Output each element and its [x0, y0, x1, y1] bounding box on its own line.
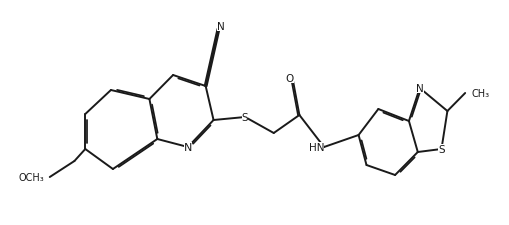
Text: N: N — [416, 84, 423, 94]
Text: S: S — [242, 112, 248, 122]
Text: OCH₃: OCH₃ — [19, 172, 45, 182]
Text: N: N — [217, 22, 225, 32]
Text: S: S — [438, 144, 445, 154]
Text: N: N — [184, 142, 192, 152]
Text: CH₃: CH₃ — [471, 89, 489, 99]
Text: O: O — [286, 74, 294, 84]
Text: HN: HN — [308, 142, 324, 152]
